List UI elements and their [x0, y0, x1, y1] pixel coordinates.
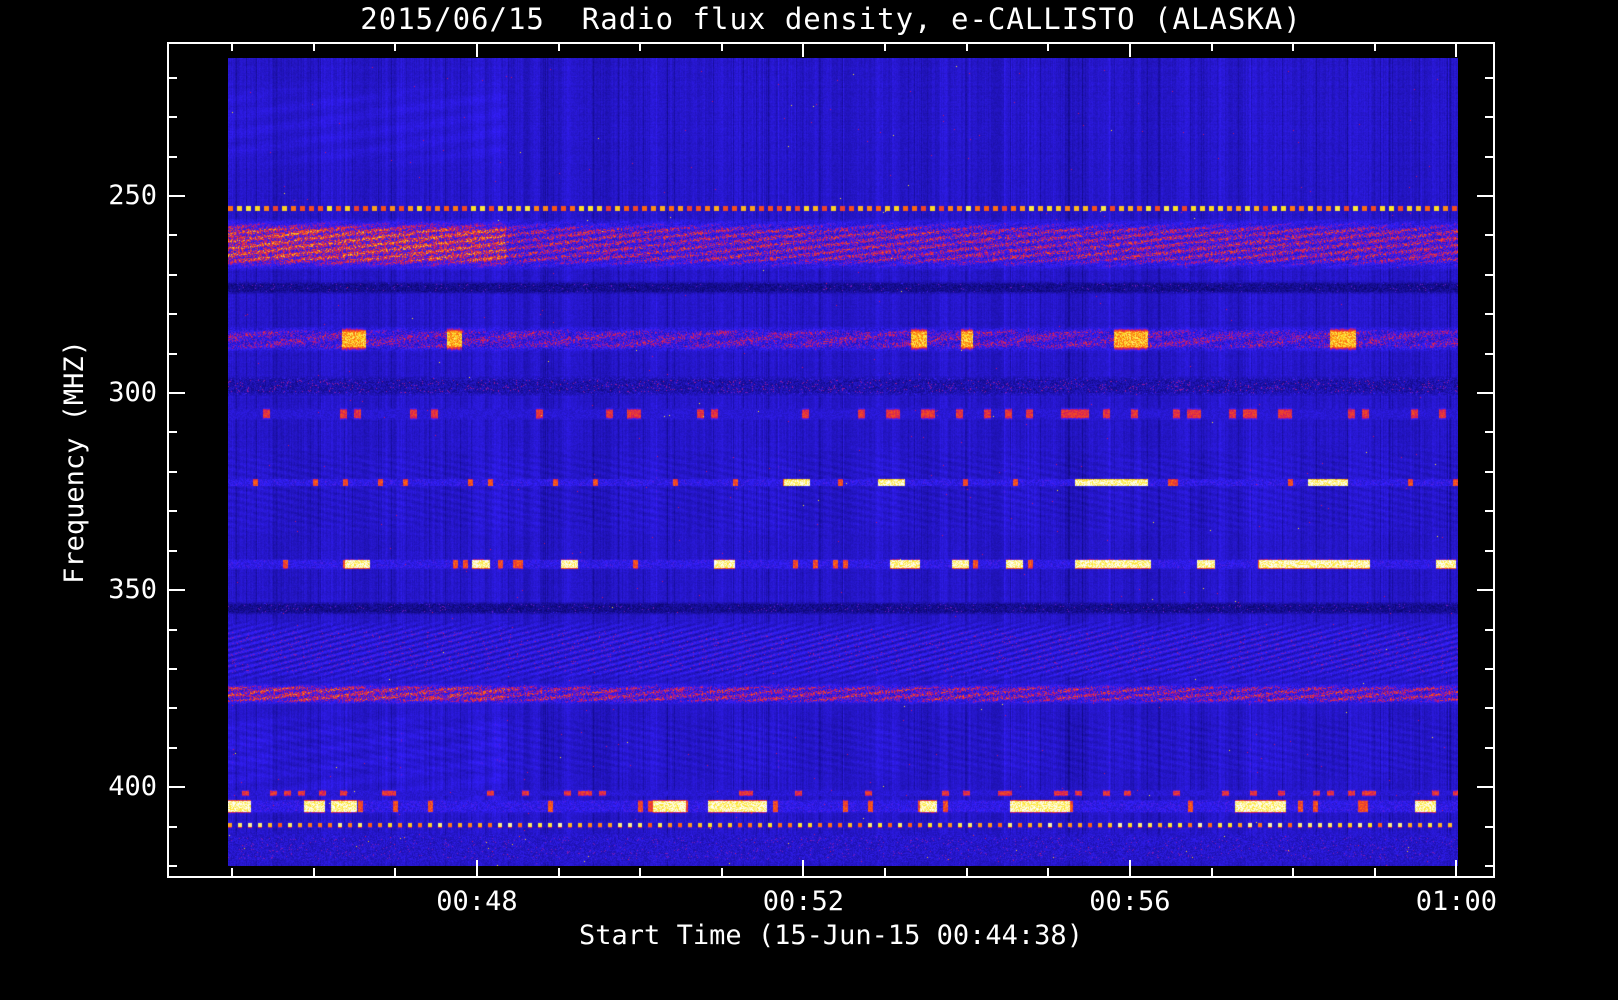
axis-tick — [169, 195, 185, 197]
axis-tick — [1485, 510, 1493, 512]
axis-tick — [169, 668, 177, 670]
spectrogram-canvas — [228, 58, 1458, 866]
axis-tick — [884, 44, 886, 51]
y-tick-label: 300 — [108, 377, 157, 409]
axis-tick — [1485, 707, 1493, 709]
axis-tick — [169, 865, 177, 867]
chart-title: 2015/06/15 Radio flux density, e-CALLIST… — [360, 2, 1302, 36]
axis-tick — [169, 510, 177, 512]
axis-tick — [1292, 868, 1294, 876]
x-tick-label: 01:00 — [1415, 886, 1497, 917]
axis-tick — [169, 550, 177, 552]
axis-tick — [1485, 234, 1493, 236]
axis-tick — [1211, 868, 1213, 876]
axis-tick — [1129, 860, 1131, 876]
axis-tick — [394, 44, 396, 51]
axis-tick — [169, 629, 177, 631]
y-tick-label: 350 — [108, 574, 157, 606]
axis-tick — [169, 274, 177, 276]
y-axis-label: Frequency (MHZ) — [59, 340, 90, 584]
axis-tick — [169, 392, 185, 394]
x-tick-label: 00:52 — [762, 886, 845, 917]
axis-tick — [721, 868, 723, 876]
axis-tick — [1485, 629, 1493, 631]
axis-tick — [1047, 44, 1049, 51]
axis-tick — [1485, 116, 1493, 118]
axis-tick — [1477, 589, 1493, 591]
axis-tick — [169, 826, 177, 828]
y-tick-label: 400 — [108, 771, 157, 803]
axis-tick — [1477, 786, 1493, 788]
axis-tick — [1485, 156, 1493, 158]
axis-tick — [1211, 44, 1213, 51]
axis-tick — [476, 44, 478, 57]
axis-tick — [1485, 826, 1493, 828]
axis-tick — [1374, 44, 1376, 51]
axis-tick — [802, 860, 804, 876]
axis-tick — [558, 44, 560, 51]
axis-tick — [394, 868, 396, 876]
axis-tick — [639, 44, 641, 51]
axis-tick — [231, 868, 233, 876]
axis-tick — [1455, 44, 1457, 57]
axis-tick — [966, 868, 968, 876]
axis-tick — [231, 44, 233, 51]
axis-tick — [169, 786, 185, 788]
axis-tick — [169, 431, 177, 433]
axis-tick — [169, 589, 185, 591]
axis-tick — [169, 353, 177, 355]
axis-tick — [639, 868, 641, 876]
axis-tick — [1485, 77, 1493, 79]
axis-tick — [169, 116, 177, 118]
axis-tick — [1485, 471, 1493, 473]
axis-tick — [721, 44, 723, 51]
plot-frame — [167, 42, 1495, 878]
axis-tick — [558, 868, 560, 876]
axis-tick — [169, 747, 177, 749]
axis-tick — [1485, 747, 1493, 749]
axis-tick — [1455, 860, 1457, 876]
axis-tick — [1485, 353, 1493, 355]
axis-tick — [169, 313, 177, 315]
axis-tick — [1485, 274, 1493, 276]
x-axis-label: Start Time (15-Jun-15 00:44:38) — [579, 920, 1083, 951]
axis-tick — [1485, 431, 1493, 433]
axis-tick — [1485, 313, 1493, 315]
axis-tick — [313, 44, 315, 51]
axis-tick — [169, 234, 177, 236]
axis-tick — [1129, 44, 1131, 57]
axis-tick — [1047, 868, 1049, 876]
axis-tick — [1292, 44, 1294, 51]
axis-tick — [802, 44, 804, 57]
axis-tick — [966, 44, 968, 51]
x-tick-label: 00:56 — [1089, 886, 1171, 917]
y-tick-label: 250 — [108, 179, 157, 211]
axis-tick — [1477, 195, 1493, 197]
axis-tick — [884, 868, 886, 876]
axis-tick — [476, 860, 478, 876]
axis-tick — [1477, 392, 1493, 394]
axis-tick — [1485, 550, 1493, 552]
axis-tick — [169, 707, 177, 709]
axis-tick — [169, 471, 177, 473]
axis-tick — [1485, 668, 1493, 670]
axis-tick — [1374, 868, 1376, 876]
axis-tick — [313, 868, 315, 876]
axis-tick — [169, 77, 177, 79]
x-tick-label: 00:48 — [436, 886, 518, 917]
axis-tick — [169, 156, 177, 158]
axis-tick — [1485, 865, 1493, 867]
